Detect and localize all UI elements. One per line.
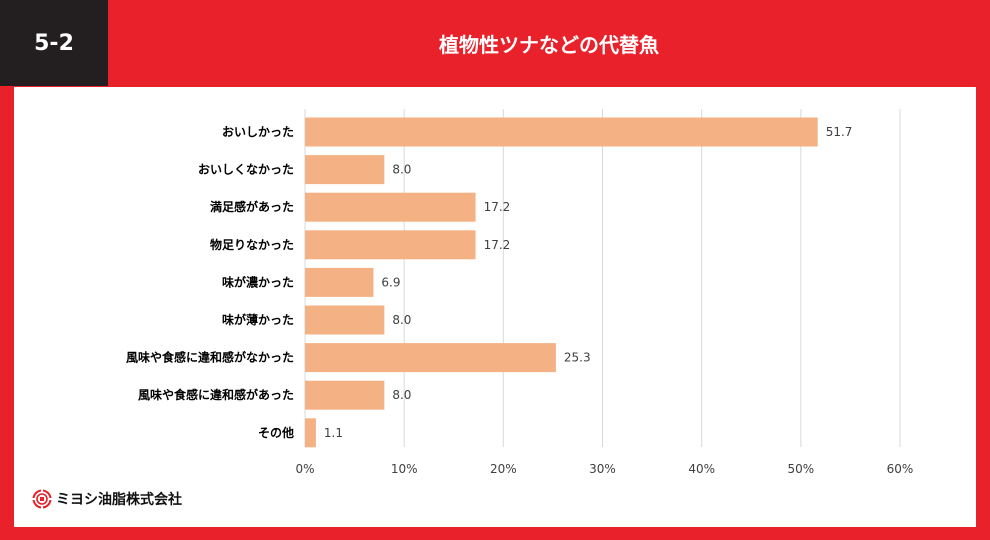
data-label: 8.0 [392, 313, 411, 327]
x-tick-label: 10% [391, 462, 418, 476]
brand-name: ミヨシ油脂株式会社 [56, 492, 182, 508]
category-label: おいしくなかった [198, 163, 294, 177]
bar [305, 117, 818, 147]
bar [305, 230, 476, 260]
page-title: 植物性ツナなどの代替魚 [439, 32, 659, 57]
bar [305, 418, 316, 448]
category-label: その他 [258, 425, 294, 440]
brand-footer: ミヨシ油脂株式会社 [32, 489, 182, 509]
data-label: 8.0 [392, 388, 411, 402]
bar [305, 305, 385, 335]
x-tick-label: 30% [589, 462, 616, 476]
category-label: 味が薄かった [222, 312, 294, 327]
data-label: 6.9 [381, 275, 400, 289]
category-label: 物足りなかった [210, 237, 294, 252]
x-tick-label: 60% [887, 462, 914, 476]
section-number-badge: 5-2 [0, 0, 108, 86]
data-label: 1.1 [324, 426, 343, 440]
x-tick-label: 40% [688, 462, 715, 476]
data-label: 8.0 [392, 163, 411, 177]
header-bar: 植物性ツナなどの代替魚 [108, 0, 990, 86]
data-label: 17.2 [484, 238, 511, 252]
data-label: 25.3 [564, 351, 591, 365]
bar [305, 267, 374, 297]
data-label: 17.2 [484, 200, 511, 214]
bar [305, 343, 556, 373]
bar [305, 192, 476, 222]
category-label: 満足感があった [210, 199, 294, 214]
chart-panel: 0% 10% 20% 30% 40% 50% 60% おいしかった 51.7 おいしくなかった 8.… [14, 87, 976, 527]
data-label: 51.7 [826, 125, 853, 139]
category-label: 風味や食感に違和感があった [138, 387, 294, 402]
section-number: 5-2 [34, 30, 74, 56]
x-tick-label: 0% [295, 462, 314, 476]
category-label: おいしかった [222, 125, 294, 139]
category-label: 風味や食感に違和感がなかった [126, 350, 294, 365]
bar [305, 155, 385, 185]
bar [305, 380, 385, 410]
category-label: 味が濃かった [222, 274, 294, 289]
x-tick-label: 20% [490, 462, 517, 476]
bar-chart: 0% 10% 20% 30% 40% 50% 60% おいしかった 51.7 おいしくなかった 8.… [126, 109, 914, 476]
miyoshi-logo-icon [32, 489, 52, 509]
x-tick-label: 50% [787, 462, 814, 476]
